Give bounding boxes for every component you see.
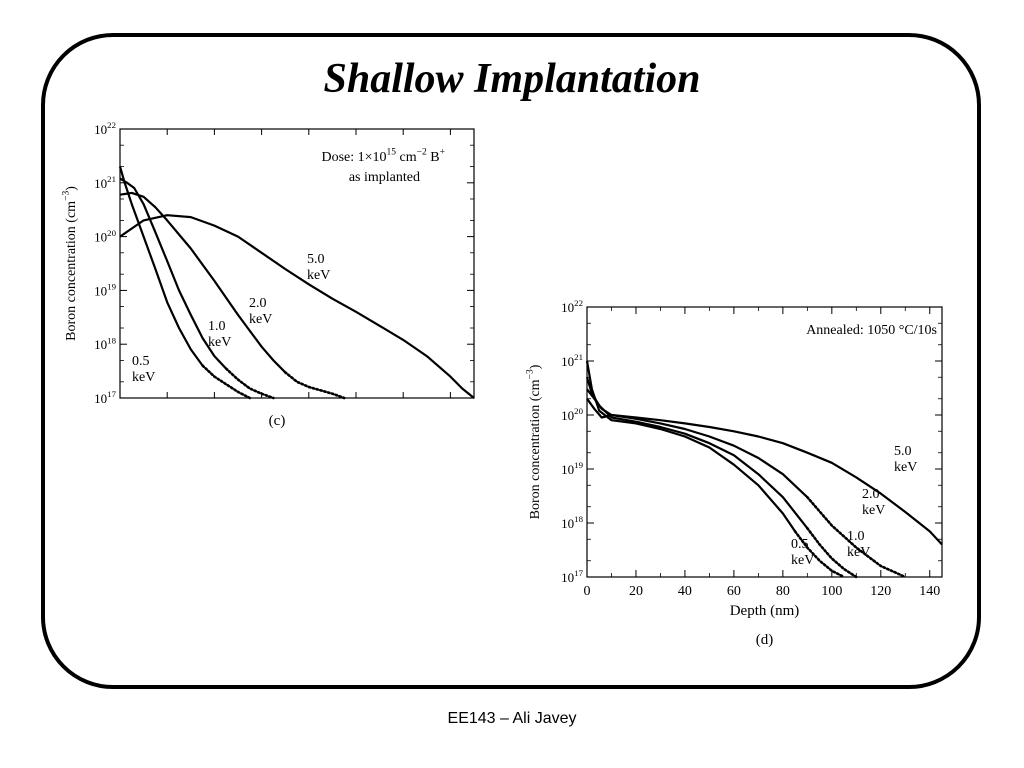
series-label: 2.0	[862, 487, 880, 502]
slide-title: Shallow Implantation	[323, 56, 701, 102]
plot-frame	[586, 306, 943, 578]
y-tick-label: 1017	[94, 389, 116, 406]
annotation: Dose: 1×1015 cm−2 B+	[321, 148, 445, 165]
x-tick-label: 80	[776, 584, 790, 599]
y-tick-label: 1022	[94, 120, 116, 137]
x-tick-label: 120	[870, 584, 891, 599]
y-tick-label: 1020	[561, 406, 583, 423]
slide-frame	[41, 33, 981, 689]
x-tick-label: 0	[584, 584, 591, 599]
series-line	[118, 166, 204, 367]
footer-text: EE143 – Ali Javey	[447, 710, 577, 727]
y-tick-label: 1020	[94, 228, 116, 245]
y-tick-label: 1019	[561, 460, 583, 477]
series-label-unit: keV	[307, 268, 330, 283]
series-tail	[793, 530, 846, 579]
annotation-line2: as implanted	[349, 170, 420, 185]
y-tick-label: 1021	[561, 352, 583, 369]
y-tick-label: 1021	[94, 174, 116, 191]
y-tick-label: 1018	[94, 335, 116, 352]
x-tick-label: 40	[678, 584, 692, 599]
series-label: 5.0	[894, 444, 912, 459]
series-line	[119, 191, 286, 374]
series-line	[586, 398, 943, 546]
series-label-unit: keV	[862, 503, 885, 518]
series-tail	[806, 495, 907, 579]
series-line	[119, 177, 228, 370]
series-tail	[201, 364, 252, 400]
series-label-unit: keV	[132, 370, 155, 385]
series-line	[586, 388, 809, 499]
series-label-unit: keV	[208, 335, 231, 350]
series-label: 1.0	[208, 319, 226, 334]
series-line	[585, 376, 809, 529]
plot-frame	[119, 128, 475, 399]
x-tick-label: 60	[727, 584, 741, 599]
series-tail	[283, 371, 346, 400]
x-tick-label: 140	[919, 584, 940, 599]
y-tick-label: 1019	[94, 282, 116, 299]
series-label-unit: keV	[894, 460, 917, 475]
panel-label: (d)	[756, 632, 774, 648]
panel-label: (c)	[269, 413, 286, 429]
series-label: 5.0	[307, 252, 325, 267]
y-tick-label: 1022	[561, 298, 583, 315]
series-label: 2.0	[249, 296, 267, 311]
x-tick-label: 100	[821, 584, 842, 599]
series-tail	[224, 367, 275, 400]
series-label-unit: keV	[249, 312, 272, 327]
series-tail	[806, 526, 858, 579]
series-label-unit: keV	[847, 545, 870, 560]
series-line	[119, 214, 475, 399]
series-label-unit: keV	[791, 553, 814, 568]
y-axis-label: Boron concentration (cm−3)	[62, 186, 79, 341]
annotation: Annealed: 1050 °C/10s	[806, 323, 937, 338]
series-line	[585, 360, 797, 533]
series-label: 0.5	[791, 537, 809, 552]
y-tick-label: 1017	[561, 568, 583, 585]
x-axis-label: Depth (nm)	[730, 603, 800, 619]
x-tick-label: 20	[629, 584, 643, 599]
series-label: 0.5	[132, 354, 150, 369]
series-label: 1.0	[847, 529, 865, 544]
y-axis-label: Boron concentration (cm−3)	[526, 364, 543, 519]
y-tick-label: 1018	[561, 514, 583, 531]
